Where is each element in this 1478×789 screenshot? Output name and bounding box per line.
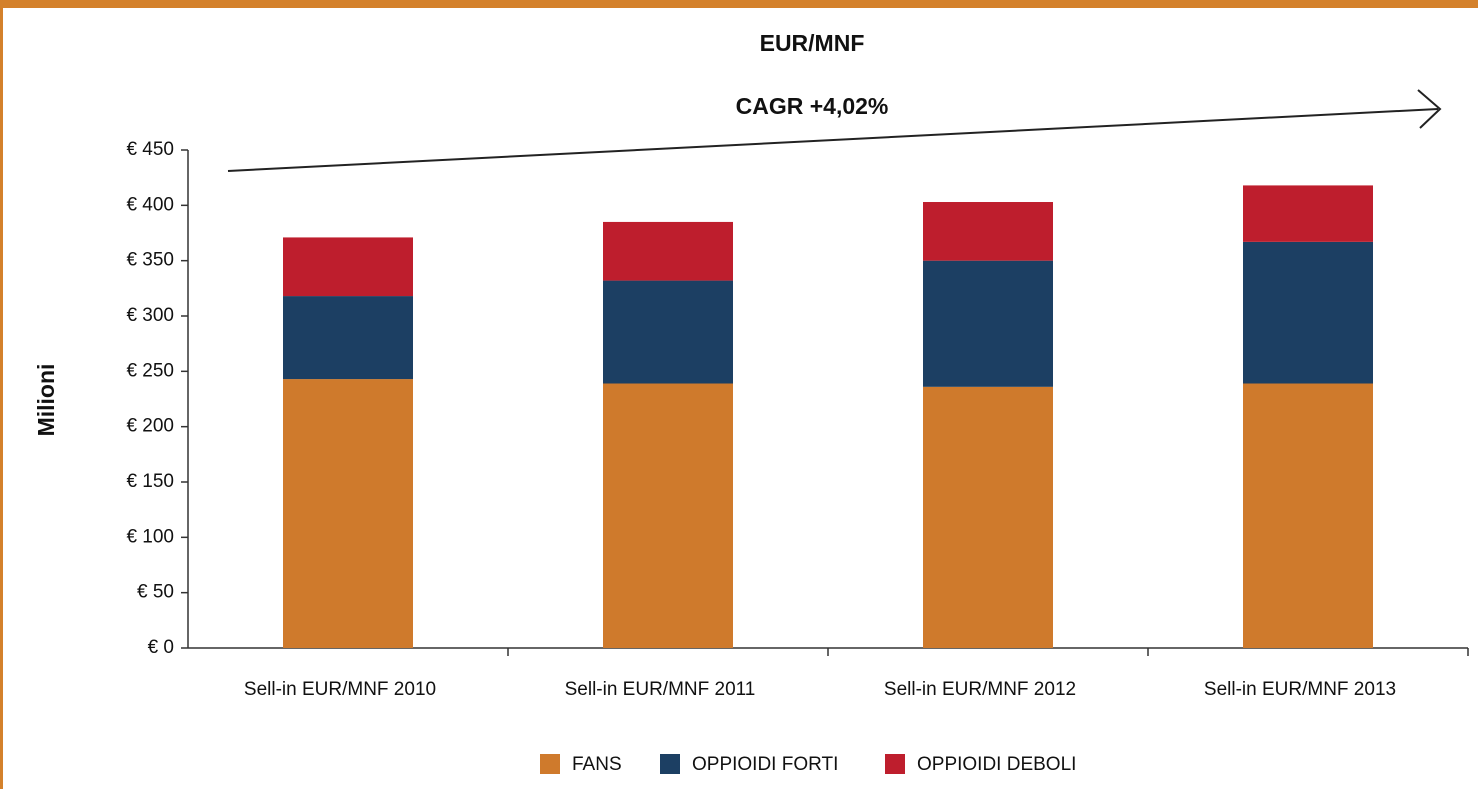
legend-label: OPPIOIDI FORTI — [692, 754, 838, 775]
trend-arrow — [227, 89, 1442, 172]
bar-segment — [603, 383, 733, 648]
legend-label: OPPIOIDI DEBOLI — [917, 754, 1076, 775]
chart-title: EUR/MNF — [760, 30, 865, 56]
bar-segment — [603, 221, 733, 281]
legend-label: FANS — [572, 754, 622, 775]
bar-segment — [923, 386, 1053, 648]
x-tick-label: Sell-in EUR/MNF 2012 — [884, 679, 1076, 700]
legend-swatch — [885, 754, 905, 774]
bar-segment — [283, 237, 413, 297]
left-border — [0, 0, 3, 789]
top-border — [0, 0, 1478, 8]
bar-segment — [1243, 383, 1373, 648]
y-tick-label: € 300 — [126, 305, 174, 326]
legend-swatch — [540, 754, 560, 774]
bar-segment — [923, 202, 1053, 261]
y-tick-label: € 350 — [126, 250, 174, 271]
y-tick-label: € 0 — [148, 637, 174, 658]
y-tick-label: € 450 — [126, 139, 174, 160]
y-tick-label: € 250 — [126, 360, 174, 381]
bar-segment — [283, 296, 413, 380]
bar-segment — [923, 260, 1053, 387]
x-tick-label: Sell-in EUR/MNF 2013 — [1204, 679, 1396, 700]
y-tick-label: € 150 — [126, 471, 174, 492]
bar-segment — [283, 379, 413, 648]
annotation: CAGR +4,02% — [736, 93, 889, 119]
x-tick-label: Sell-in EUR/MNF 2011 — [565, 679, 756, 700]
bar-segment — [603, 280, 733, 384]
x-tick-label: Sell-in EUR/MNF 2010 — [244, 679, 436, 700]
y-axis-label: Milioni — [33, 364, 59, 437]
y-tick-label: € 50 — [137, 582, 174, 603]
legend-swatch — [660, 754, 680, 774]
bar-segment — [1243, 185, 1373, 242]
bar-segment — [1243, 241, 1373, 384]
y-tick-label: € 200 — [126, 416, 174, 437]
y-tick-label: € 400 — [126, 194, 174, 215]
y-tick-label: € 100 — [126, 526, 174, 547]
